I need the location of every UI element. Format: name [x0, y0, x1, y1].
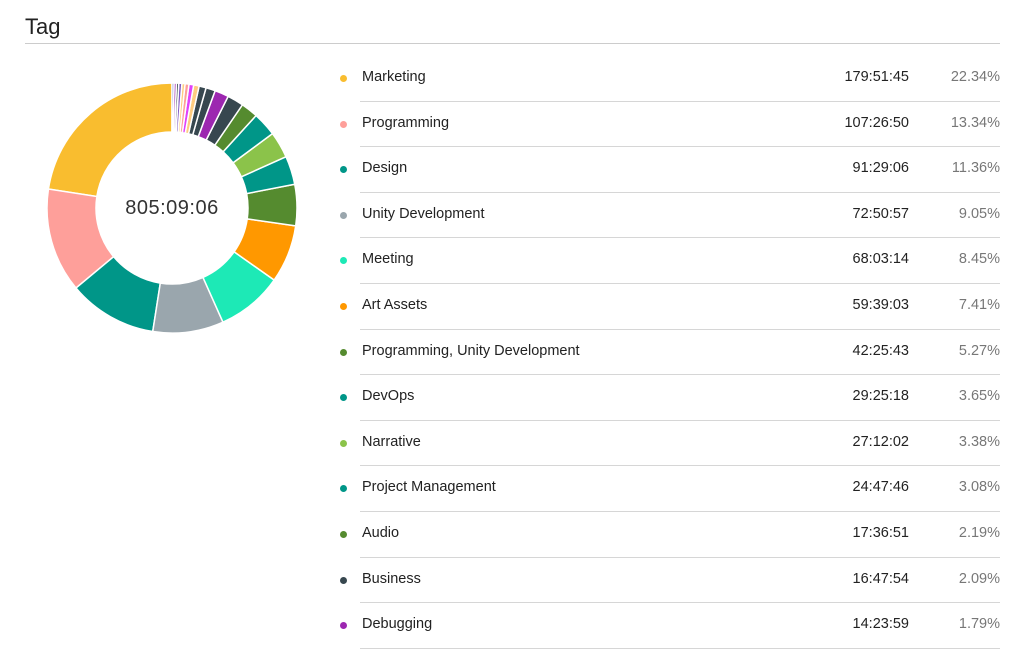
- legend-row[interactable]: Art Assets 59:39:03 7.41%: [330, 284, 1000, 330]
- legend-tag-name: Debugging: [362, 616, 433, 633]
- legend-color-dot-icon: [340, 348, 347, 356]
- legend-tag-name: Unity Development: [362, 205, 485, 222]
- legend-percent: 8.45%: [958, 251, 1000, 268]
- legend-duration: 42:25:43: [852, 342, 909, 359]
- legend-percent: 22.34%: [950, 69, 1000, 85]
- legend-percent: 1.79%: [958, 616, 1000, 633]
- legend-duration: 68:03:14: [852, 251, 909, 268]
- legend-duration: 29:25:18: [852, 388, 909, 405]
- legend-duration: 91:29:06: [852, 160, 909, 177]
- legend-percent: 3.65%: [958, 388, 1000, 405]
- legend-tag-name: Project Management: [362, 479, 496, 496]
- legend-color-dot-icon: [340, 439, 347, 447]
- legend-row-divider: [360, 556, 1000, 558]
- title-divider: [25, 43, 1000, 44]
- legend-row-divider: [360, 100, 1000, 102]
- legend-percent: 3.08%: [958, 479, 1000, 496]
- legend-duration: 179:51:45: [844, 69, 909, 85]
- legend-tag-name: Programming: [362, 114, 450, 131]
- legend-color-dot-icon: [340, 211, 347, 219]
- legend-percent: 13.34%: [950, 114, 1000, 131]
- legend-row-divider: [360, 419, 1000, 421]
- legend-duration: 16:47:54: [852, 570, 909, 587]
- legend-tag-name: Audio: [362, 524, 400, 541]
- legend-color-dot-icon: [340, 622, 347, 630]
- legend-duration: 72:50:57: [852, 205, 909, 222]
- legend-row-divider: [360, 602, 1000, 604]
- legend-color-dot-icon: [340, 120, 347, 128]
- tag-legend-list: Marketing 179:51:45 22.34% Programming 107:2…: [330, 56, 1000, 649]
- legend-row[interactable]: Business 16:47:54 2.09%: [330, 558, 1000, 604]
- legend-percent: 11.36%: [951, 160, 1000, 177]
- legend-row[interactable]: DevOps 29:25:18 3.65%: [330, 375, 1000, 421]
- legend-tag-name: Business: [362, 570, 421, 587]
- legend-percent: 2.19%: [958, 524, 1000, 541]
- legend-color-dot-icon: [340, 394, 347, 402]
- legend-duration: 14:23:59: [852, 616, 909, 633]
- legend-color-dot-icon: [340, 530, 347, 538]
- legend-row-divider: [360, 374, 1000, 376]
- legend-row[interactable]: Design 91:29:06 11.36%: [330, 147, 1000, 193]
- legend-percent: 9.05%: [958, 205, 1000, 222]
- legend-tag-name: Programming, Unity Development: [362, 342, 580, 359]
- legend-percent: 2.09%: [958, 570, 1000, 587]
- donut-slice-minor[interactable]: [171, 82, 175, 133]
- legend-tag-name: Narrative: [362, 433, 421, 450]
- legend-color-dot-icon: [340, 166, 347, 174]
- legend-color-dot-icon: [340, 485, 347, 493]
- legend-row-divider: [360, 191, 1000, 193]
- section-title: Tag: [25, 14, 61, 39]
- legend-tag-name: Marketing: [362, 69, 426, 85]
- legend-row[interactable]: Narrative 27:12:02 3.38%: [330, 421, 1000, 467]
- legend-color-dot-icon: [340, 75, 347, 82]
- legend-row-divider: [360, 282, 1000, 284]
- donut-slice[interactable]: [47, 82, 173, 198]
- legend-duration: 27:12:02: [852, 433, 909, 450]
- legend-tag-name: DevOps: [362, 388, 415, 405]
- legend-duration: 107:26:50: [844, 114, 909, 131]
- legend-row[interactable]: Unity Development 72:50:57 9.05%: [330, 193, 1000, 239]
- legend-tag-name: Meeting: [362, 251, 414, 268]
- legend-row[interactable]: Project Management 24:47:46 3.08%: [330, 466, 1000, 512]
- legend-duration: 24:47:46: [852, 479, 909, 496]
- legend-row[interactable]: Meeting 68:03:14 8.45%: [330, 238, 1000, 284]
- legend-row-divider: [360, 237, 1000, 239]
- legend-row[interactable]: Marketing 179:51:45 22.34%: [330, 56, 1000, 102]
- donut-svg: [46, 82, 298, 334]
- legend-row-divider: [360, 510, 1000, 512]
- legend-tag-name: Art Assets: [362, 296, 428, 313]
- legend-row[interactable]: Programming, Unity Development 42:25:43 5.…: [330, 330, 1000, 376]
- legend-duration: 59:39:03: [852, 296, 909, 313]
- legend-row[interactable]: Audio 17:36:51 2.19%: [330, 512, 1000, 558]
- legend-row[interactable]: Programming 107:26:50 13.34%: [330, 102, 1000, 148]
- legend-percent: 3.38%: [958, 433, 1000, 450]
- legend-percent: 5.27%: [958, 342, 1000, 359]
- legend-row-divider: [360, 328, 1000, 330]
- legend-color-dot-icon: [340, 257, 347, 265]
- legend-row-divider: [360, 647, 1000, 649]
- legend-duration: 17:36:51: [852, 524, 909, 541]
- legend-row-divider: [360, 146, 1000, 148]
- legend-percent: 7.41%: [958, 296, 1000, 313]
- legend-row-divider: [360, 465, 1000, 467]
- legend-color-dot-icon: [340, 302, 347, 310]
- donut-chart: 805:09:06: [44, 80, 300, 336]
- legend-tag-name: Design: [362, 160, 408, 177]
- legend-color-dot-icon: [340, 576, 347, 584]
- legend-row[interactable]: Debugging 14:23:59 1.79%: [330, 603, 1000, 649]
